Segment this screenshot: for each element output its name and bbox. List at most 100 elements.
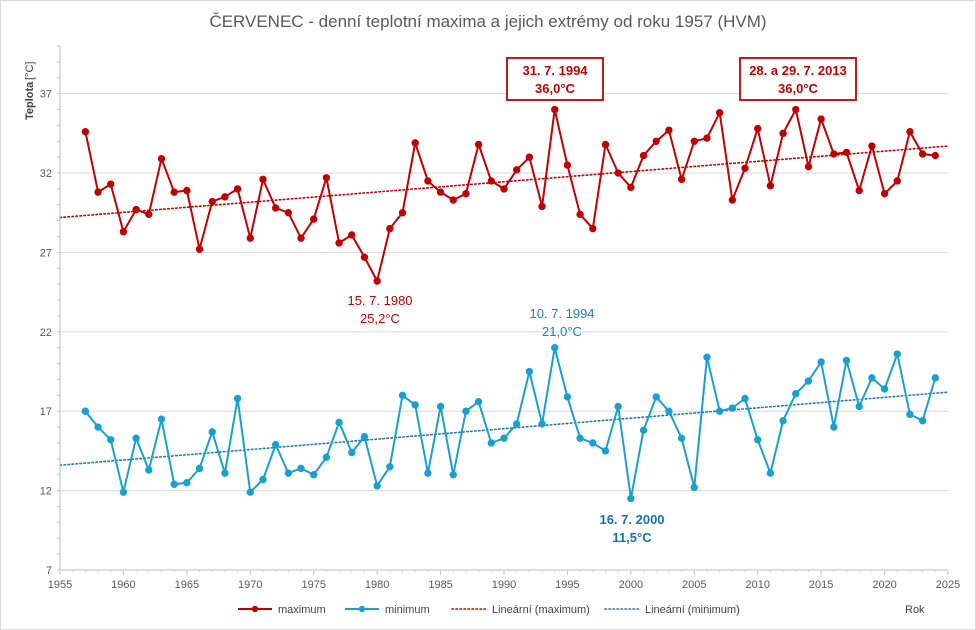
data-point-maximum xyxy=(868,142,876,150)
annotation-box-max-2013 xyxy=(739,57,857,101)
data-point-minimum xyxy=(474,397,483,406)
data-point-maximum xyxy=(576,210,584,219)
data-point-minimum xyxy=(931,374,940,382)
x-tick-label: 1965 xyxy=(175,579,199,591)
data-point-minimum xyxy=(627,494,635,503)
data-point-maximum xyxy=(817,115,825,123)
data-point-minimum xyxy=(868,374,876,382)
data-point-maximum xyxy=(271,204,280,212)
data-point-maximum xyxy=(386,224,394,233)
annotation-text-max-2013: 28. a 29. 7. 2013 xyxy=(749,63,847,78)
x-tick-label: 1980 xyxy=(365,579,389,591)
legend-marker-1 xyxy=(358,605,366,613)
data-point-minimum xyxy=(551,343,559,352)
data-point-minimum xyxy=(208,428,216,436)
data-point-maximum xyxy=(563,161,572,169)
data-point-minimum xyxy=(170,480,178,488)
data-point-maximum xyxy=(779,129,787,138)
data-point-maximum xyxy=(792,105,800,114)
data-point-minimum xyxy=(297,464,305,473)
x-tick-label: 2000 xyxy=(619,579,643,591)
legend: maximum minimum Lineární (maximum) Lineární… xyxy=(238,604,740,616)
data-point-maximum xyxy=(614,169,622,177)
x-tick-label: 1990 xyxy=(492,579,516,591)
data-point-maximum xyxy=(538,202,546,211)
y-tick-label: 12 xyxy=(40,486,52,498)
annotation-text-max-2013: 36,0°C xyxy=(778,81,819,96)
data-point-maximum xyxy=(589,224,597,233)
data-point-minimum xyxy=(322,453,331,461)
data-point-maximum xyxy=(221,193,229,201)
data-point-maximum xyxy=(830,150,838,158)
data-point-minimum xyxy=(271,440,280,449)
data-point-maximum xyxy=(398,209,407,217)
data-point-maximum xyxy=(195,245,204,253)
x-tick-label: 2020 xyxy=(872,579,896,591)
data-point-minimum xyxy=(576,434,584,442)
y-tick-label: 17 xyxy=(40,406,52,418)
trendline-minimum xyxy=(59,391,949,467)
x-tick-label: 2005 xyxy=(682,579,706,591)
data-point-minimum xyxy=(500,434,508,442)
data-point-minimum xyxy=(766,469,775,477)
x-tick-label: 1970 xyxy=(238,579,262,591)
data-point-minimum xyxy=(715,407,724,415)
chart-title: ČERVENEC - denní teplotní maxima a jejic… xyxy=(209,12,766,31)
data-point-minimum xyxy=(183,478,191,487)
data-point-maximum xyxy=(893,177,901,185)
y-tick-label: 37 xyxy=(40,89,52,101)
data-point-maximum xyxy=(931,151,940,160)
data-point-maximum xyxy=(677,175,686,184)
annotation-box-max-1994 xyxy=(506,57,604,101)
data-point-minimum xyxy=(424,469,432,477)
data-point-maximum xyxy=(500,185,508,193)
data-point-minimum xyxy=(94,423,102,431)
data-point-minimum xyxy=(677,434,686,442)
y-axis-title: Teplota [°C] xyxy=(24,62,36,120)
data-point-minimum xyxy=(398,391,407,400)
x-tick-label: 2015 xyxy=(809,579,833,591)
data-point-maximum xyxy=(766,182,775,190)
data-point-maximum xyxy=(906,128,914,136)
data-point-minimum xyxy=(348,448,356,457)
data-point-maximum xyxy=(880,189,889,198)
data-point-minimum xyxy=(918,417,927,425)
series-line-minimum xyxy=(84,346,937,500)
data-point-maximum xyxy=(474,140,483,149)
data-point-maximum xyxy=(525,153,534,161)
data-point-maximum xyxy=(690,137,698,145)
x-tick-label: 1995 xyxy=(555,579,579,591)
data-point-maximum xyxy=(627,183,635,192)
data-point-maximum xyxy=(918,150,927,158)
data-point-maximum xyxy=(373,277,381,285)
data-point-minimum xyxy=(157,415,166,423)
data-point-minimum xyxy=(233,394,242,403)
data-point-maximum xyxy=(741,164,749,172)
axes: 7 12 17 22 27 32 37 1955 1960 1965 1970 1975 1980 198… xyxy=(40,45,960,591)
data-point-maximum xyxy=(436,188,445,196)
data-point-maximum xyxy=(233,185,242,193)
data-point-minimum xyxy=(221,469,229,477)
data-point-maximum xyxy=(601,140,610,149)
data-point-maximum xyxy=(487,177,496,185)
data-point-minimum xyxy=(614,402,622,411)
annotation-text-min-1994: 21,0°C xyxy=(542,324,582,339)
legend-label-1: minimum xyxy=(385,604,430,616)
data-point-maximum xyxy=(94,188,102,196)
data-point-minimum xyxy=(525,367,534,376)
data-point-maximum xyxy=(348,231,356,239)
y-tick-label: 22 xyxy=(40,327,52,339)
legend-label-3: Lineární (minimum) xyxy=(645,604,740,616)
data-point-maximum xyxy=(842,148,851,157)
annotation-text-max-1994: 36,0°C xyxy=(535,81,576,96)
data-point-minimum xyxy=(880,385,889,393)
data-point-maximum xyxy=(512,166,521,174)
data-point-minimum xyxy=(512,420,521,428)
data-point-maximum xyxy=(246,234,254,242)
x-axis-title: Rok xyxy=(905,604,925,616)
legend-marker-0 xyxy=(251,605,259,613)
data-point-minimum xyxy=(804,377,813,385)
annotation-text-max-1994: 31. 7. 1994 xyxy=(522,63,588,78)
data-point-maximum xyxy=(310,215,318,223)
